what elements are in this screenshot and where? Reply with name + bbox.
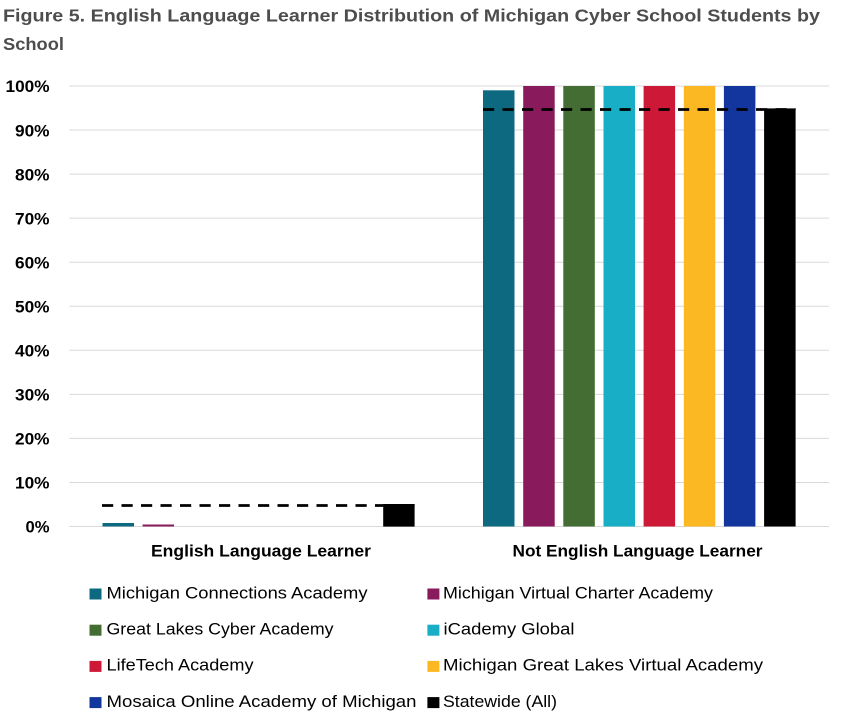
svg-text:70%: 70% (15, 209, 50, 228)
svg-text:50%: 50% (15, 297, 50, 316)
svg-text:English Language Learner: English Language Learner (151, 541, 371, 560)
svg-text:60%: 60% (15, 253, 50, 272)
svg-text:LifeTech Academy: LifeTech Academy (107, 656, 255, 675)
svg-text:Mosaica Online Academy of Mich: Mosaica Online Academy of Michigan (107, 692, 417, 711)
svg-text:20%: 20% (15, 430, 50, 449)
svg-text:10%: 10% (15, 474, 50, 493)
svg-text:100%: 100% (6, 77, 50, 96)
svg-text:Great Lakes Cyber Academy: Great Lakes Cyber Academy (107, 620, 335, 639)
svg-text:Figure 5. English Language Lea: Figure 5. English Language Learner Distr… (3, 5, 820, 25)
svg-text:90%: 90% (15, 121, 50, 140)
svg-text:Not English Language Learner: Not English Language Learner (513, 541, 763, 560)
svg-text:Michigan Connections Academy: Michigan Connections Academy (107, 583, 369, 602)
svg-text:Statewide (All): Statewide (All) (443, 692, 557, 711)
svg-text:Michigan Great Lakes Virtual A: Michigan Great Lakes Virtual Academy (443, 656, 764, 675)
svg-text:iCademy Global: iCademy Global (444, 620, 575, 639)
svg-text:40%: 40% (15, 342, 50, 361)
svg-text:0%: 0% (26, 518, 50, 537)
svg-text:80%: 80% (15, 165, 50, 184)
svg-text:School: School (3, 34, 64, 54)
svg-text:Michigan Virtual Charter Acade: Michigan Virtual Charter Academy (443, 583, 714, 602)
svg-text:30%: 30% (15, 386, 50, 405)
